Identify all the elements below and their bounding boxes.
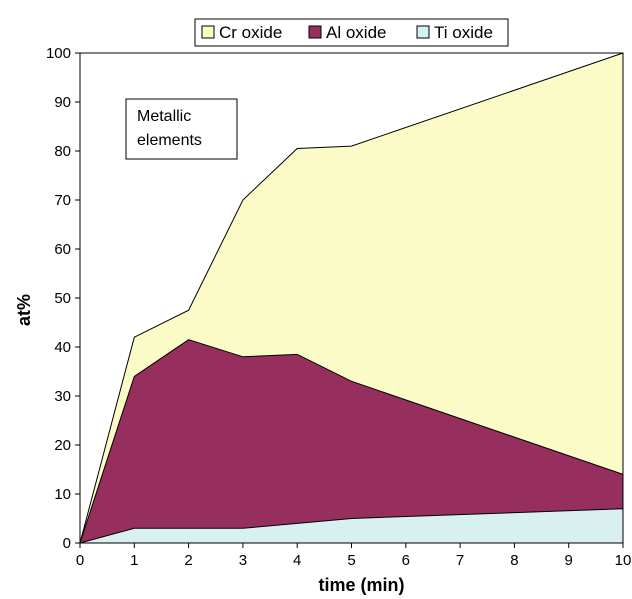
annotation-box: Metallic elements [125, 98, 238, 160]
x-tick-label: 5 [347, 552, 355, 569]
y-tick-label: 20 [54, 437, 71, 454]
x-axis-title: time (min) [318, 575, 404, 595]
annotation-frame [125, 98, 238, 160]
x-axis: 0 1 2 3 4 5 6 7 8 9 10 [76, 543, 632, 569]
area-layers [80, 53, 623, 543]
area-cr-oxide [80, 53, 623, 543]
y-tick-label: 50 [54, 290, 71, 307]
y-axis: 0 10 20 30 40 50 60 70 80 90 100 [46, 45, 80, 552]
y-tick-label: 10 [54, 486, 71, 503]
y-tick-label: 70 [54, 192, 71, 209]
x-tick-label: 2 [184, 552, 192, 569]
annotation-line-2: elements [137, 132, 202, 149]
y-tick-label: 100 [46, 45, 71, 62]
line-cr-oxide [79, 52, 624, 544]
y-tick-label: 90 [54, 94, 71, 111]
y-tick-label: 40 [54, 339, 71, 356]
x-tick-label: 10 [615, 552, 632, 569]
legend-label-cr-oxide: Cr oxide [219, 23, 282, 42]
legend-swatch-cr-oxide [201, 25, 215, 39]
area-ti-oxide [80, 508, 623, 543]
legend: Cr oxide Al oxide Ti oxide [194, 18, 509, 47]
x-tick-label: 1 [130, 552, 138, 569]
y-tick-label: 80 [54, 143, 71, 160]
x-tick-label: 3 [239, 552, 247, 569]
legend-label-al-oxide: Al oxide [326, 23, 386, 42]
y-tick-label: 0 [63, 535, 71, 552]
line-al-oxide [79, 339, 624, 544]
x-tick-label: 9 [565, 552, 573, 569]
y-tick-label: 30 [54, 388, 71, 405]
x-tick-label: 7 [456, 552, 464, 569]
y-tick-label: 60 [54, 241, 71, 258]
x-tick-label: 8 [510, 552, 518, 569]
area-al-oxide [80, 339, 623, 543]
line-ti-oxide [79, 508, 624, 544]
series-lines [79, 52, 624, 544]
y-axis-title: at% [14, 294, 34, 326]
legend-swatch-ti-oxide [416, 25, 430, 39]
x-tick-label: 4 [293, 552, 301, 569]
x-tick-label: 6 [402, 552, 410, 569]
legend-label-ti-oxide: Ti oxide [434, 23, 493, 42]
annotation-line-1: Metallic [137, 108, 191, 125]
legend-frame [194, 18, 509, 47]
x-tick-label: 0 [76, 552, 84, 569]
legend-swatch-al-oxide [308, 25, 322, 39]
